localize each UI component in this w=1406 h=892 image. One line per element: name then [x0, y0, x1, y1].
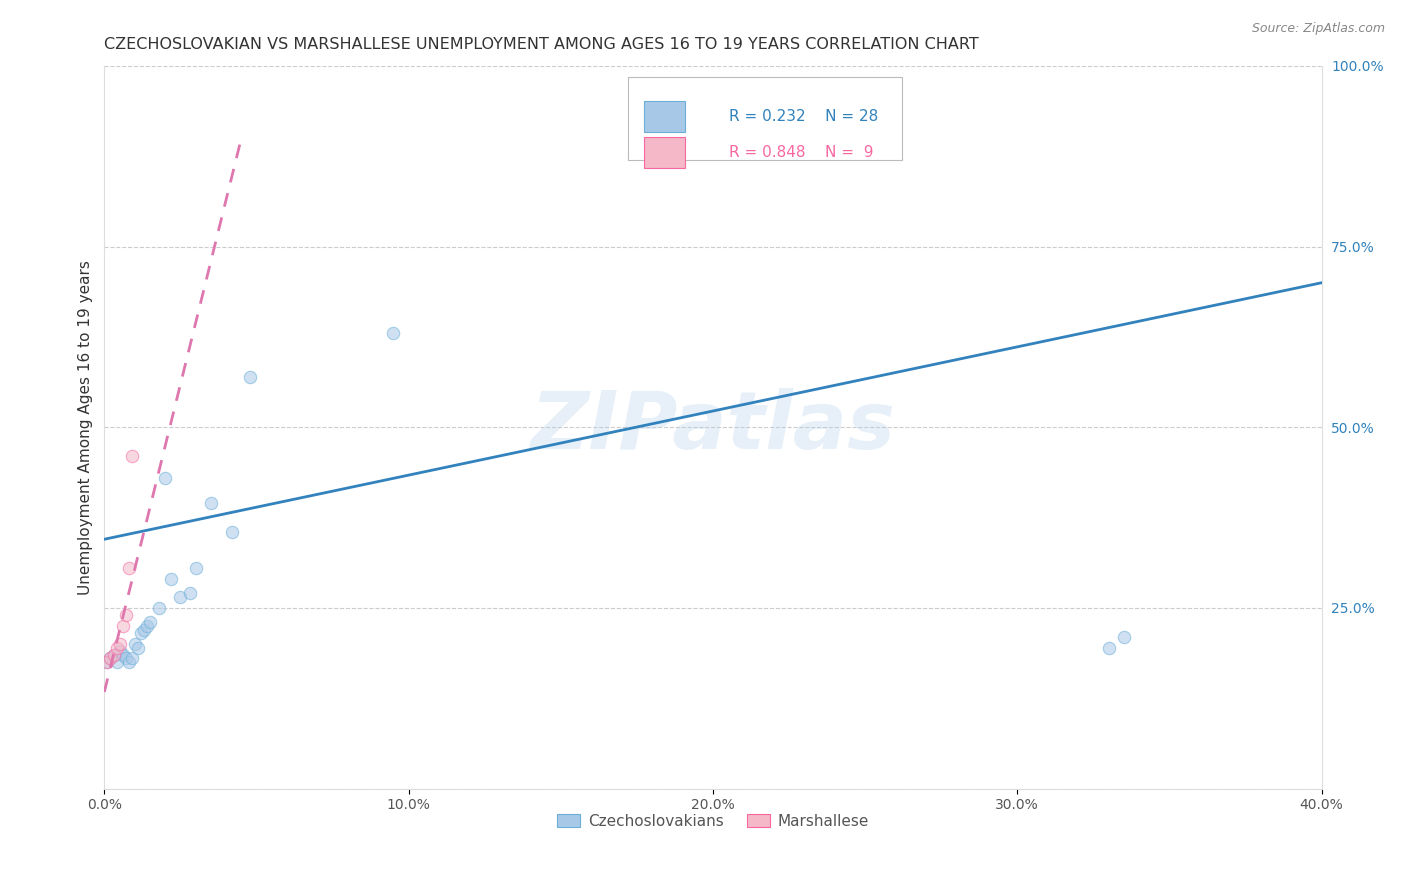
- FancyBboxPatch shape: [628, 77, 901, 160]
- Text: Source: ZipAtlas.com: Source: ZipAtlas.com: [1251, 22, 1385, 36]
- Text: ZIPatlas: ZIPatlas: [530, 388, 896, 467]
- Point: [105, 655, 128, 669]
- Point: [118, 561, 141, 575]
- Point: [129, 626, 152, 640]
- Point: [121, 449, 143, 463]
- Point: [132, 623, 155, 637]
- Text: R = 0.232    N = 28: R = 0.232 N = 28: [728, 109, 879, 124]
- Point: [114, 651, 136, 665]
- Text: CZECHOSLOVAKIAN VS MARSHALLESE UNEMPLOYMENT AMONG AGES 16 TO 19 YEARS CORRELATIO: CZECHOSLOVAKIAN VS MARSHALLESE UNEMPLOYM…: [104, 37, 979, 53]
- Point: [1097, 640, 1119, 655]
- Point: [1112, 630, 1135, 644]
- Point: [114, 608, 136, 623]
- Point: [148, 600, 170, 615]
- Point: [100, 651, 122, 665]
- Point: [184, 561, 207, 575]
- Point: [105, 640, 128, 655]
- Point: [108, 644, 131, 658]
- Point: [169, 590, 191, 604]
- Point: [100, 651, 122, 665]
- Point: [118, 655, 141, 669]
- Point: [221, 524, 243, 539]
- Point: [239, 369, 262, 384]
- FancyBboxPatch shape: [644, 101, 685, 132]
- Point: [121, 651, 143, 665]
- Text: R = 0.848    N =  9: R = 0.848 N = 9: [728, 145, 873, 160]
- Point: [103, 648, 125, 662]
- Point: [179, 586, 201, 600]
- Point: [96, 655, 118, 669]
- Point: [155, 471, 177, 485]
- Point: [626, 84, 648, 98]
- Point: [124, 637, 146, 651]
- Point: [382, 326, 405, 341]
- Point: [139, 615, 162, 630]
- Y-axis label: Unemployment Among Ages 16 to 19 years: Unemployment Among Ages 16 to 19 years: [79, 260, 93, 595]
- Point: [200, 496, 222, 510]
- Point: [160, 572, 183, 586]
- Point: [103, 648, 125, 662]
- Point: [96, 655, 118, 669]
- Point: [108, 637, 131, 651]
- Point: [136, 619, 159, 633]
- Point: [111, 619, 134, 633]
- Point: [111, 648, 134, 662]
- Point: [127, 640, 149, 655]
- Legend: Czechoslovakians, Marshallese: Czechoslovakians, Marshallese: [551, 808, 875, 835]
- FancyBboxPatch shape: [644, 136, 685, 169]
